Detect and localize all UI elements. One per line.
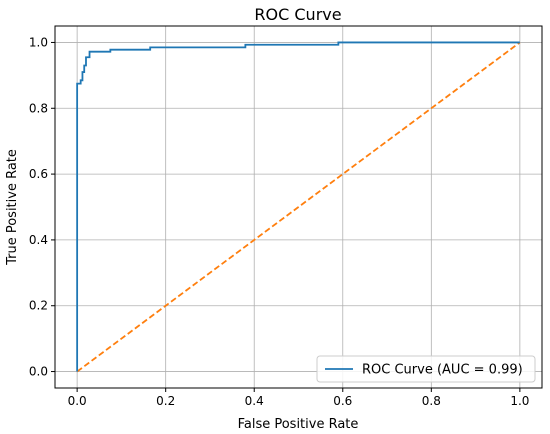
x-axis-label: False Positive Rate [238, 417, 359, 432]
y-tick-label: 0.0 [29, 365, 48, 379]
chance-diagonal-line [76, 41, 521, 373]
x-tick-label: 0.2 [156, 394, 175, 408]
y-tick-label: 0.4 [29, 233, 48, 247]
x-tick-label: 0.0 [68, 394, 87, 408]
x-tick-label: 1.0 [510, 394, 529, 408]
chart-title: ROC Curve [254, 5, 341, 24]
series-layer [76, 41, 521, 373]
grid-lines [55, 26, 542, 388]
plot-frame [54, 25, 543, 389]
x-tick-label: 0.4 [245, 394, 264, 408]
x-tick-label: 0.8 [422, 394, 441, 408]
x-tick-label: 0.6 [333, 394, 352, 408]
legend: ROC Curve (AUC = 0.99) [316, 355, 536, 383]
y-axis-label: True Positive Rate [5, 149, 20, 266]
y-axis-ticks: 0.0 0.2 0.4 0.6 0.8 1.0 [29, 35, 55, 379]
legend-label-roc: ROC Curve (AUC = 0.99) [362, 363, 523, 378]
y-tick-label: 0.2 [29, 299, 48, 313]
y-tick-label: 1.0 [29, 35, 48, 49]
legend-box [316, 355, 536, 383]
y-tick-label: 0.6 [29, 167, 48, 181]
y-tick-label: 0.8 [29, 101, 48, 115]
roc-curve-line [76, 41, 520, 372]
x-axis-ticks: 0.0 0.2 0.4 0.6 0.8 1.0 [68, 388, 529, 408]
